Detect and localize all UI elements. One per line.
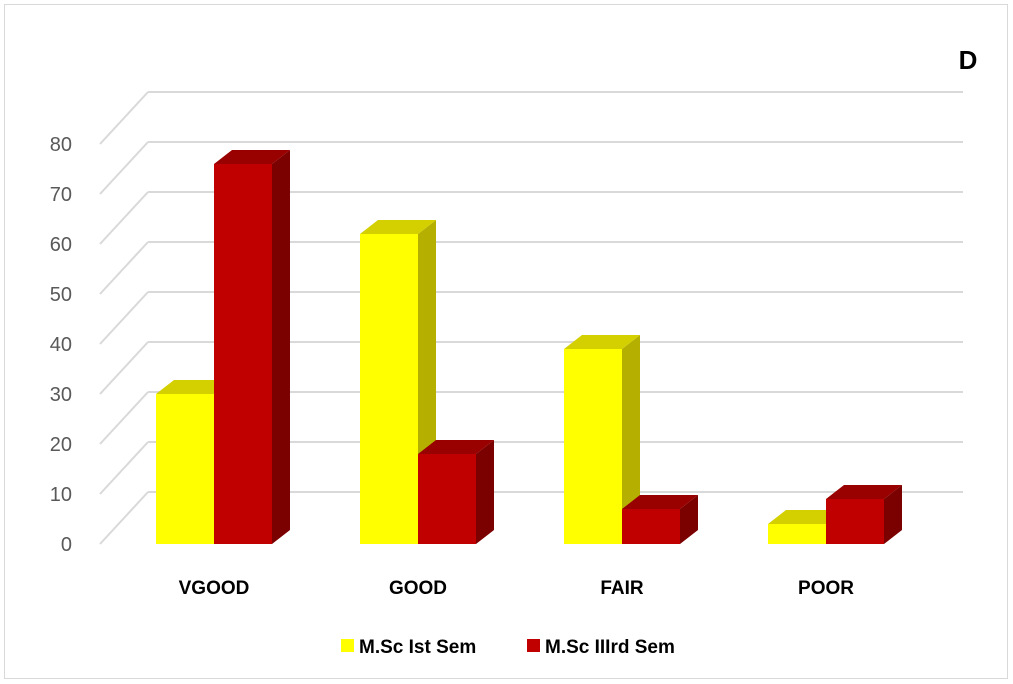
- bar-top: [156, 380, 232, 394]
- bar: [418, 454, 476, 544]
- y-tick-label: 50: [50, 284, 72, 306]
- bar-side: [476, 440, 494, 544]
- gridline-depth: [99, 491, 149, 545]
- bar: [214, 164, 272, 544]
- gridline-depth: [99, 391, 149, 445]
- gridline-depth: [99, 291, 149, 345]
- x-category-label: VGOOD: [179, 578, 250, 599]
- bar-top: [214, 150, 290, 164]
- legend-label: M.Sc Ist Sem: [359, 637, 476, 658]
- x-category-label: POOR: [798, 578, 854, 599]
- bar-side: [272, 150, 290, 544]
- bar: [768, 524, 826, 544]
- bar: [564, 349, 622, 544]
- gridline-depth: [99, 91, 149, 145]
- x-category-label: FAIR: [600, 578, 644, 599]
- y-tick-label: 20: [50, 434, 72, 456]
- bar-top: [418, 440, 494, 454]
- y-tick-label: 10: [50, 484, 72, 506]
- y-tick-label: 30: [50, 384, 72, 406]
- bar-top: [622, 495, 698, 509]
- bar: [360, 234, 418, 544]
- chart-frame: [4, 4, 1008, 679]
- bar-top: [360, 220, 436, 234]
- y-tick-label: 80: [50, 134, 72, 156]
- y-tick-label: 40: [50, 334, 72, 356]
- y-tick-label: 70: [50, 184, 72, 206]
- bar-side: [680, 495, 698, 544]
- gridline-depth: [99, 141, 149, 195]
- x-category-label: GOOD: [389, 578, 447, 599]
- legend: M.Sc Ist Sem M.Sc IIIrd Sem: [341, 637, 675, 658]
- legend-swatch: [527, 639, 540, 652]
- legend-swatch: [341, 639, 354, 652]
- gridline-depth: [99, 241, 149, 295]
- gridline-depth: [99, 441, 149, 495]
- gridline-depth: [99, 341, 149, 395]
- panel-label: D: [959, 45, 978, 75]
- bar: [622, 509, 680, 544]
- bar-side: [622, 335, 640, 544]
- y-tick-label: 0: [61, 534, 72, 556]
- labels-layer: 0 10 20 30 40 50 60 70 80 VGOOD GOOD FAIR POOR: [50, 134, 855, 599]
- bar-top: [564, 335, 640, 349]
- bar-top: [826, 485, 902, 499]
- y-tick-label: 60: [50, 234, 72, 256]
- legend-label: M.Sc IIIrd Sem: [545, 637, 675, 658]
- gridline-depth: [99, 191, 149, 245]
- bar-side: [884, 485, 902, 544]
- bar: [156, 394, 214, 544]
- bars-layer: [156, 150, 902, 544]
- bar: [826, 499, 884, 544]
- bar-top: [768, 510, 844, 524]
